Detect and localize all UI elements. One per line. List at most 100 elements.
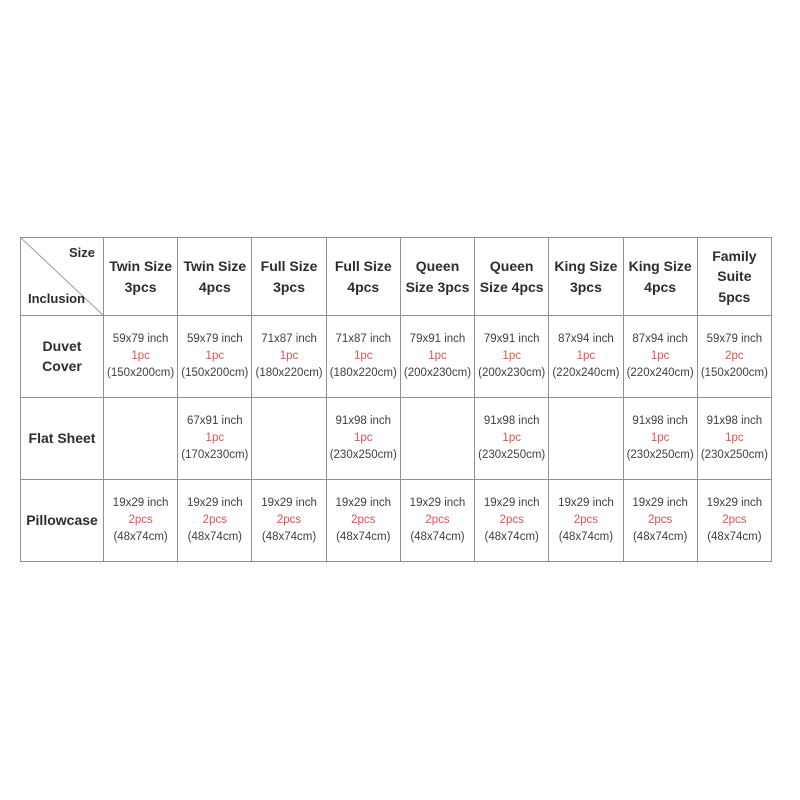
size-chart-table: Size Inclusion Twin Size 3pcs Twin Size 4…: [20, 237, 773, 562]
table-row: Duvet Cover 59x79 inch 1pc (150x200cm) 59x79…: [20, 315, 773, 398]
size-cm: (220x240cm): [626, 367, 694, 380]
spec-cell: 91x98 inch 1pc (230x250cm): [474, 397, 550, 480]
size-cm: (180x220cm): [329, 367, 397, 380]
size-cm: (200x230cm): [478, 367, 546, 380]
size-inch: 59x79 inch: [112, 332, 169, 345]
spec-cell: 71x87 inch 1pc (180x220cm): [251, 315, 327, 398]
table-row: Flat Sheet 67x91 inch 1pc (170x230cm) 91x98 …: [20, 397, 773, 480]
diagonal-divider-line: [21, 238, 103, 315]
column-header-queen-size-3pcs: Queen Size 3pcs: [399, 237, 476, 316]
quantity: 2pcs: [202, 513, 227, 526]
spec-cell: 87x94 inch 1pc (220x240cm): [548, 315, 624, 398]
size-inch: 19x29 inch: [335, 496, 392, 509]
size-inch: 19x29 inch: [112, 496, 169, 509]
size-inch: 59x79 inch: [706, 332, 763, 345]
spec-cell: 19x29 inch 2pcs (48x74cm): [548, 479, 624, 562]
size-cm: (48x74cm): [558, 531, 614, 544]
column-header-king-size-3pcs: King Size 3pcs: [548, 237, 624, 316]
size-chart: Size Inclusion Twin Size 3pcs Twin Size 4…: [20, 237, 773, 562]
quantity: 2pcs: [351, 513, 376, 526]
size-cm: (230x250cm): [626, 449, 694, 462]
size-inch: 91x98 inch: [632, 414, 688, 427]
spec-cell: [399, 397, 476, 480]
size-inch: 87x94 inch: [632, 332, 688, 345]
quantity: 1pc: [279, 349, 299, 362]
size-inch: 71x87 inch: [335, 332, 392, 345]
spec-cell: [548, 397, 624, 480]
row-label: Flat Sheet: [20, 397, 104, 480]
spec-cell: 71x87 inch 1pc (180x220cm): [325, 315, 401, 398]
size-cm: (150x200cm): [700, 367, 768, 380]
quantity: 2pcs: [722, 513, 747, 526]
corner-cell: Size Inclusion: [20, 237, 104, 316]
quantity: 2pc: [725, 349, 744, 362]
row-label: Pillowcase: [20, 479, 104, 562]
quantity: 1pc: [205, 349, 225, 362]
spec-cell: 59x79 inch 1pc (150x200cm): [102, 315, 179, 398]
spec-cell: [102, 397, 179, 480]
column-header-full-size-4pcs: Full Size 4pcs: [325, 237, 401, 316]
size-cm: (48x74cm): [336, 531, 391, 544]
size-inch: 19x29 inch: [187, 496, 243, 509]
size-inch: 71x87 inch: [261, 332, 317, 345]
quantity: 1pc: [576, 349, 596, 362]
size-cm: (48x74cm): [707, 531, 762, 544]
column-header-twin-size-4pcs: Twin Size 4pcs: [177, 237, 253, 316]
size-cm: (48x74cm): [261, 531, 317, 544]
size-inch: 91x98 inch: [483, 414, 540, 427]
spec-cell: 91x98 inch 1pc (230x250cm): [325, 397, 401, 480]
spec-cell: 59x79 inch 1pc (150x200cm): [177, 315, 253, 398]
spec-cell: 19x29 inch 2pcs (48x74cm): [325, 479, 401, 562]
size-cm: (48x74cm): [187, 531, 242, 544]
quantity: 2pcs: [128, 513, 153, 526]
size-cm: (230x250cm): [700, 449, 768, 462]
spec-cell: 19x29 inch 2pcs (48x74cm): [399, 479, 476, 562]
size-cm: (48x74cm): [113, 531, 168, 544]
size-inch: 87x94 inch: [558, 332, 614, 345]
spec-cell: 59x79 inch 2pc (150x200cm): [696, 315, 773, 398]
size-inch: 19x29 inch: [632, 496, 688, 509]
spec-cell: 19x29 inch 2pcs (48x74cm): [251, 479, 327, 562]
size-inch: 19x29 inch: [706, 496, 763, 509]
spec-cell: 19x29 inch 2pcs (48x74cm): [177, 479, 253, 562]
spec-cell: 79x91 inch 1pc (200x230cm): [474, 315, 550, 398]
spec-cell: 67x91 inch 1pc (170x230cm): [177, 397, 253, 480]
quantity: 1pc: [650, 431, 670, 444]
quantity: 1pc: [353, 349, 373, 362]
quantity: 2pcs: [499, 513, 524, 526]
size-inch: 19x29 inch: [483, 496, 540, 509]
size-inch: 19x29 inch: [409, 496, 466, 509]
column-header-king-size-4pcs: King Size 4pcs: [622, 237, 698, 316]
size-cm: (48x74cm): [484, 531, 539, 544]
spec-cell: 19x29 inch 2pcs (48x74cm): [622, 479, 698, 562]
corner-inclusion-label: Inclusion: [28, 291, 86, 306]
size-cm: (200x230cm): [403, 367, 472, 380]
size-cm: (150x200cm): [181, 367, 249, 380]
size-cm: (150x200cm): [107, 367, 175, 380]
table-body: Duvet Cover 59x79 inch 1pc (150x200cm) 59x79…: [20, 315, 773, 562]
size-inch: 19x29 inch: [261, 496, 317, 509]
quantity: 1pc: [725, 431, 744, 444]
spec-cell: 87x94 inch 1pc (220x240cm): [622, 315, 698, 398]
quantity: 1pc: [502, 349, 521, 362]
quantity: 2pcs: [647, 513, 673, 526]
size-cm: (180x220cm): [255, 367, 323, 380]
row-label: Duvet Cover: [20, 315, 104, 398]
size-inch: 59x79 inch: [187, 332, 243, 345]
size-cm: (48x74cm): [632, 531, 688, 544]
size-inch: 79x91 inch: [409, 332, 466, 345]
column-header-family-suite-5pcs: Family Suite 5pcs: [696, 237, 773, 316]
size-inch: 91x98 inch: [335, 414, 392, 427]
size-inch: 67x91 inch: [187, 414, 243, 427]
quantity: 1pc: [502, 431, 521, 444]
spec-cell: [251, 397, 327, 480]
quantity: 2pcs: [425, 513, 450, 526]
size-cm: (48x74cm): [410, 531, 465, 544]
quantity: 1pc: [131, 349, 150, 362]
quantity: 1pc: [205, 431, 225, 444]
size-cm: (170x230cm): [181, 449, 249, 462]
table-row: Pillowcase 19x29 inch 2pcs (48x74cm) 19x29 i…: [20, 479, 773, 562]
size-cm: (230x250cm): [478, 449, 546, 462]
size-inch: 91x98 inch: [706, 414, 763, 427]
size-inch: 79x91 inch: [483, 332, 540, 345]
